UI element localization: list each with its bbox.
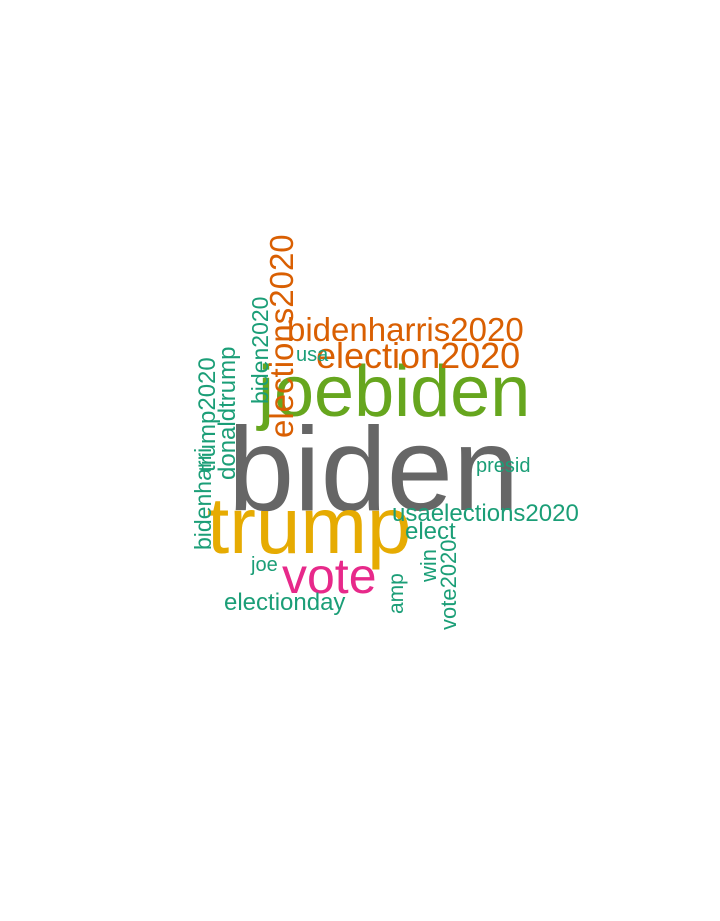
word-joebiden: joebiden [258, 352, 531, 432]
word-amp: amp [385, 573, 408, 614]
word-bidenharris2020: bidenharris2020 [287, 311, 524, 348]
word-election2020: election2020 [316, 335, 521, 376]
word-vote2020: vote2020 [436, 539, 461, 630]
word-elect: elect [405, 518, 456, 545]
word-electionday: electionday [224, 589, 346, 616]
word-trump: trump [207, 481, 412, 570]
word-biden2020: biden2020 [247, 296, 273, 404]
word-presid: presid [476, 455, 531, 477]
word-vote: vote [282, 548, 377, 604]
word-donaldtrump: donaldtrump [214, 346, 241, 480]
word-usa: usa [296, 344, 329, 366]
word-usaelections2020: usaelections2020 [392, 500, 579, 527]
word-joe: joe [251, 554, 278, 576]
word-biden: biden [228, 403, 520, 536]
